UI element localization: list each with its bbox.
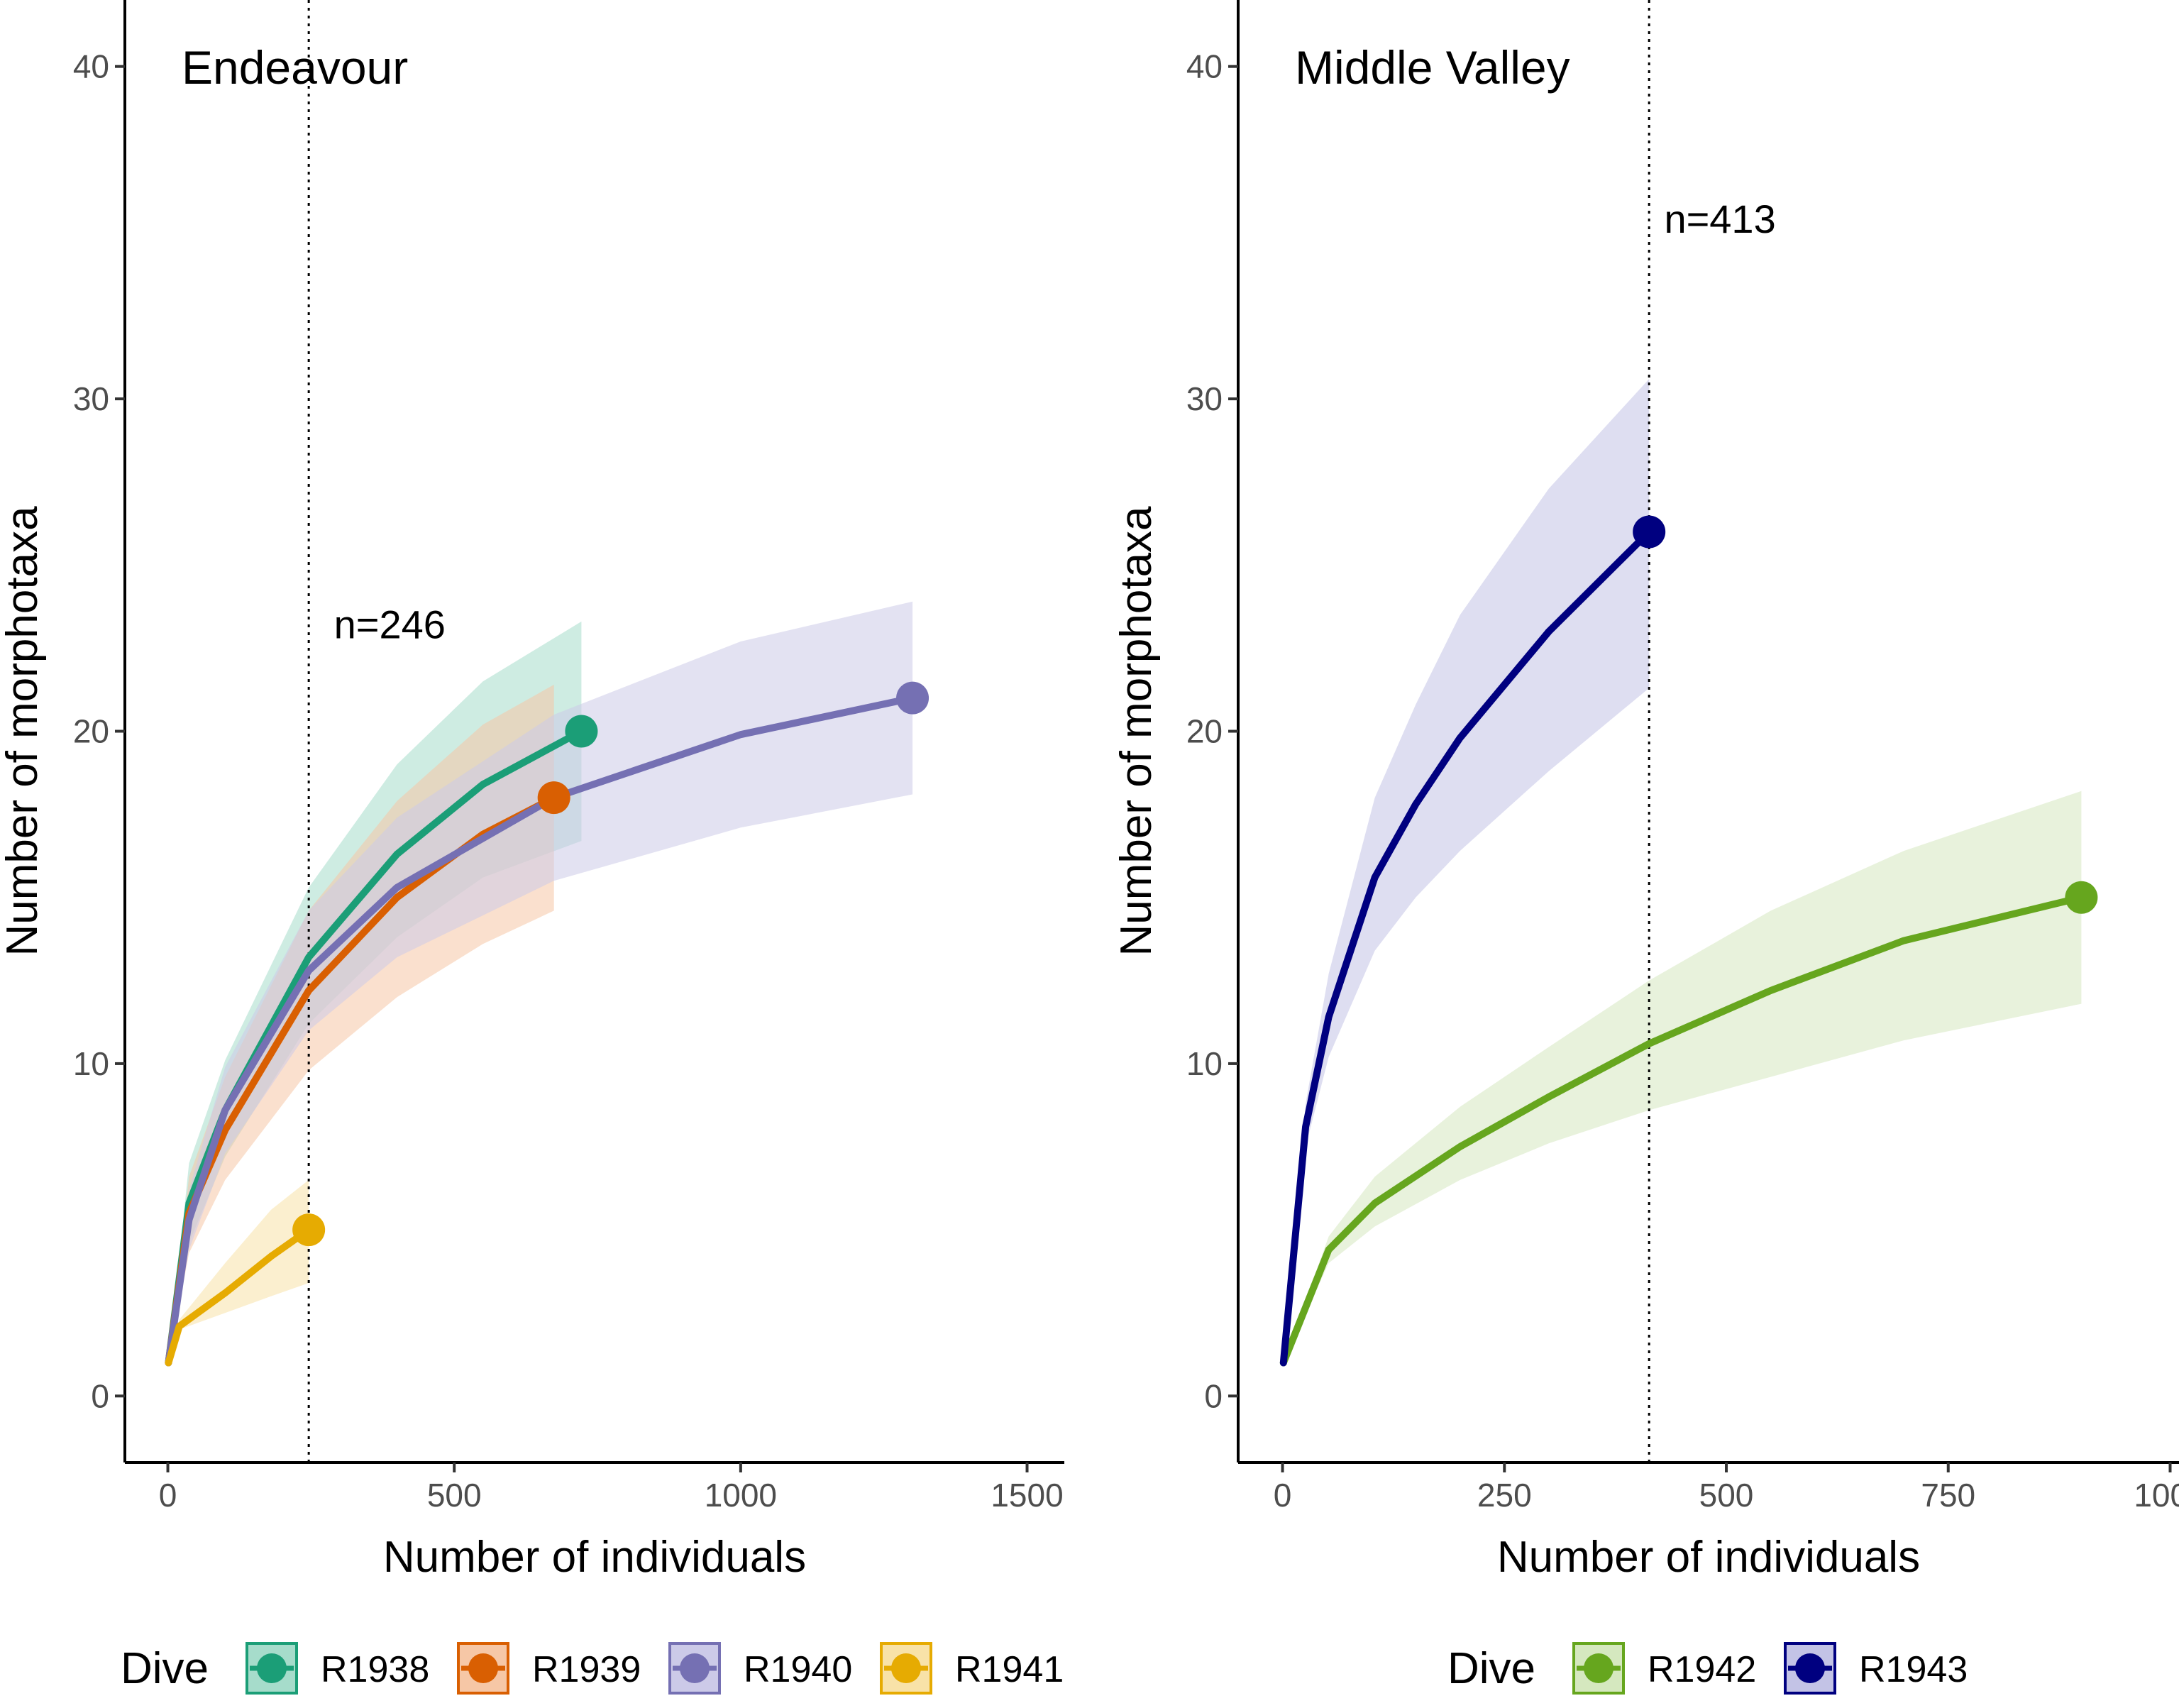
series-line-r1943 [1279, 528, 1653, 1367]
panel-middle-valley: 0 10 20 30 40 0 250 500 750 1000 Number of individ… [1112, 0, 2179, 1695]
endpoint-point-r1942 [2065, 881, 2098, 914]
legend-item-r1943: R1943 [1784, 1642, 1968, 1695]
panel-endeavour: 0 10 20 30 40 0 500 1000 1500 Number of individua… [0, 0, 1064, 1695]
legend-label: R1940 [744, 1649, 852, 1690]
legend-item-r1938: R1938 [246, 1642, 429, 1695]
x-tick-label: 500 [427, 1477, 482, 1514]
legend-label: R1941 [955, 1649, 1064, 1690]
legend-key-point [680, 1653, 710, 1683]
legend-item-r1941: R1941 [880, 1642, 1064, 1695]
legend-key-point [257, 1653, 287, 1683]
legend-item-r1940: R1940 [668, 1642, 852, 1695]
endpoint-point-r1938 [565, 715, 598, 748]
x-axis-title: Number of individuals [383, 1533, 806, 1582]
panel-title: Endeavour [182, 41, 408, 94]
series-line-r1942 [1279, 893, 2085, 1367]
x-tick-label: 0 [1274, 1477, 1292, 1514]
legend-key-point [891, 1653, 921, 1683]
endpoint-point-r1940 [896, 681, 929, 715]
y-tick-label: 0 [1204, 1377, 1223, 1414]
series-line-r1940 [165, 694, 917, 1367]
series-line-r1941 [165, 1226, 313, 1367]
x-tick-label: 1000 [2134, 1477, 2179, 1514]
legend-item-r1939: R1939 [457, 1642, 641, 1695]
x-tick-label: 0 [159, 1477, 177, 1514]
y-tick-label: 30 [73, 380, 109, 417]
reference-line-label: n=413 [1664, 197, 1775, 241]
legend-label: R1942 [1648, 1649, 1756, 1690]
legend-item-r1942: R1942 [1572, 1642, 1756, 1695]
confidence-band-r1941 [168, 1179, 309, 1363]
reference-line-label: n=246 [334, 602, 446, 646]
y-axis-title: Number of morphotaxa [0, 506, 47, 957]
endpoint-point-r1941 [292, 1213, 326, 1247]
legend-label: R1943 [1859, 1649, 1968, 1690]
panel-title: Middle Valley [1295, 41, 1570, 94]
x-tick-label: 250 [1477, 1477, 1532, 1514]
legend-title: Dive [121, 1644, 209, 1693]
legend-key-point [1795, 1653, 1825, 1683]
y-axis-title: Number of morphotaxa [1112, 506, 1161, 957]
legend-label: R1939 [532, 1649, 641, 1690]
legend-key-point [1584, 1653, 1613, 1683]
x-tick-label: 750 [1921, 1477, 1975, 1514]
y-tick-label: 10 [73, 1045, 109, 1082]
x-tick-label: 1000 [705, 1477, 777, 1514]
endpoint-point-r1943 [1633, 515, 1666, 549]
x-tick-label: 1500 [991, 1477, 1063, 1514]
endpoint-point-r1939 [537, 781, 570, 815]
y-tick-label: 40 [1186, 48, 1223, 85]
confidence-band-r1940 [168, 601, 913, 1363]
y-tick-label: 20 [73, 713, 109, 750]
series-line-r1938 [165, 727, 585, 1367]
y-tick-label: 30 [1186, 380, 1223, 417]
legend-key-point [468, 1653, 498, 1683]
y-tick-label: 10 [1186, 1045, 1223, 1082]
y-tick-label: 40 [73, 48, 109, 85]
legend-title: Dive [1447, 1644, 1535, 1693]
x-axis-title: Number of individuals [1497, 1533, 1920, 1582]
y-tick-label: 20 [1186, 713, 1223, 750]
confidence-band-r1943 [1283, 379, 1650, 1363]
y-tick-label: 0 [91, 1377, 109, 1414]
legend-label: R1938 [321, 1649, 429, 1690]
x-tick-label: 500 [1699, 1477, 1754, 1514]
confidence-band-r1942 [1283, 790, 2082, 1363]
